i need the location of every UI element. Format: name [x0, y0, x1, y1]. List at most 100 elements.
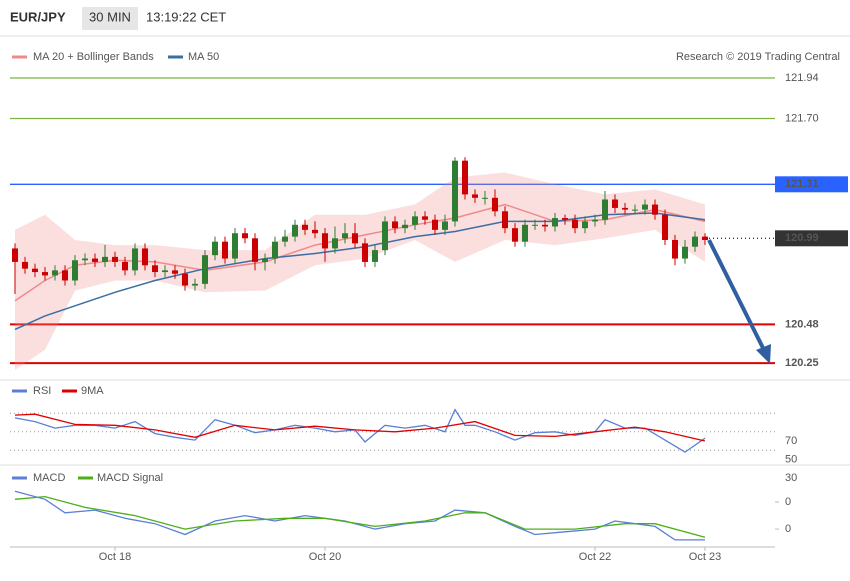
candle-body: [312, 229, 318, 234]
bollinger-band: [15, 172, 705, 370]
candle-body: [202, 255, 208, 284]
symbol: EUR/JPY: [10, 9, 66, 24]
candle-body: [322, 233, 328, 249]
candle-body: [472, 194, 478, 198]
indicator-line: [14, 413, 706, 442]
legend-label: RSI: [33, 385, 51, 397]
candle-body: [62, 270, 68, 281]
candle-body: [192, 283, 198, 286]
level-label: 120.25: [785, 357, 819, 369]
candle-body: [362, 243, 368, 262]
ma-line: [14, 212, 706, 331]
candle-body: [152, 265, 158, 273]
candle-body: [162, 270, 168, 273]
candle-body: [592, 219, 598, 222]
candle-body: [342, 233, 348, 239]
candle-body: [292, 224, 298, 237]
candle-body: [502, 211, 508, 229]
candle-body: [242, 233, 248, 239]
candle-body: [32, 268, 38, 273]
interval-box: [82, 7, 138, 30]
candle-body: [22, 261, 28, 269]
candle-body: [222, 241, 228, 259]
candle-body: [232, 233, 238, 259]
candle-body: [552, 218, 558, 227]
y-tick-label: 0: [785, 523, 791, 535]
candle-body: [672, 239, 678, 259]
candle-body: [272, 241, 278, 259]
x-tick-label: Oct 22: [579, 551, 611, 563]
level-box: [775, 176, 848, 193]
candle-body: [132, 248, 138, 271]
candle-body: [512, 228, 518, 242]
candle-body: [42, 272, 48, 276]
candle-body: [212, 241, 218, 256]
candle-body: [332, 238, 338, 249]
candle-body: [632, 209, 638, 211]
level-label: 120.99: [785, 232, 819, 244]
candle-body: [92, 258, 98, 262]
candle-body: [112, 256, 118, 262]
candle-body: [382, 221, 388, 251]
candle-body: [432, 219, 438, 230]
candle-body: [452, 160, 458, 222]
level-label: 120.48: [785, 318, 819, 330]
candle-body: [82, 258, 88, 261]
candle-body: [662, 214, 668, 240]
candle-body: [542, 224, 548, 227]
candle-body: [622, 207, 628, 210]
candle-body: [582, 221, 588, 229]
candle-body: [402, 224, 408, 229]
interval: 30 MIN: [89, 9, 131, 24]
candle-body: [282, 236, 288, 242]
indicator-line: [14, 495, 706, 538]
candle-body: [642, 204, 648, 210]
candle-body: [262, 258, 268, 262]
candle-body: [412, 216, 418, 225]
candle-body: [532, 224, 538, 226]
candle-body: [562, 218, 568, 220]
y-tick-label: 50: [785, 454, 797, 466]
candle-body: [482, 197, 488, 199]
candle-body: [572, 219, 578, 229]
candle-body: [492, 197, 498, 212]
level-label: 121.94: [785, 72, 819, 84]
forecast-arrow: [707, 239, 766, 351]
level-label: 121.70: [785, 112, 819, 124]
candle-body: [72, 260, 78, 281]
candle-body: [182, 273, 188, 286]
credit: Research © 2019 Trading Central: [676, 51, 840, 63]
candle-body: [522, 224, 528, 242]
forecast-arrowhead: [756, 344, 771, 364]
level-label: 121.31: [785, 178, 819, 190]
candle-body: [102, 256, 108, 262]
legend-label: MACD Signal: [97, 472, 163, 484]
y-tick-label: 70: [785, 435, 797, 447]
candle-body: [612, 199, 618, 208]
time: 13:19:22 CET: [146, 9, 226, 24]
legend-label: MA 20 + Bollinger Bands: [33, 51, 154, 63]
candle-body: [52, 270, 58, 276]
legend-label: MA 50: [188, 51, 219, 63]
candle-body: [682, 246, 688, 259]
legend-label: 9MA: [81, 385, 104, 397]
indicator-line: [14, 490, 705, 541]
candle-body: [352, 233, 358, 244]
candle-body: [122, 261, 128, 271]
candle-body: [652, 204, 658, 215]
candle-body: [142, 248, 148, 266]
candle-body: [442, 221, 448, 230]
candle-body: [692, 236, 698, 247]
candle-body: [392, 221, 398, 229]
y-tick-label: 0: [785, 496, 791, 508]
candle-body: [252, 238, 258, 262]
candle-body: [702, 236, 708, 240]
candle-body: [422, 216, 428, 220]
candle-body: [302, 224, 308, 230]
x-tick-label: Oct 23: [689, 551, 721, 563]
level-box: [775, 230, 848, 247]
candle-body: [12, 248, 18, 262]
y-tick-label: 30: [785, 472, 797, 484]
